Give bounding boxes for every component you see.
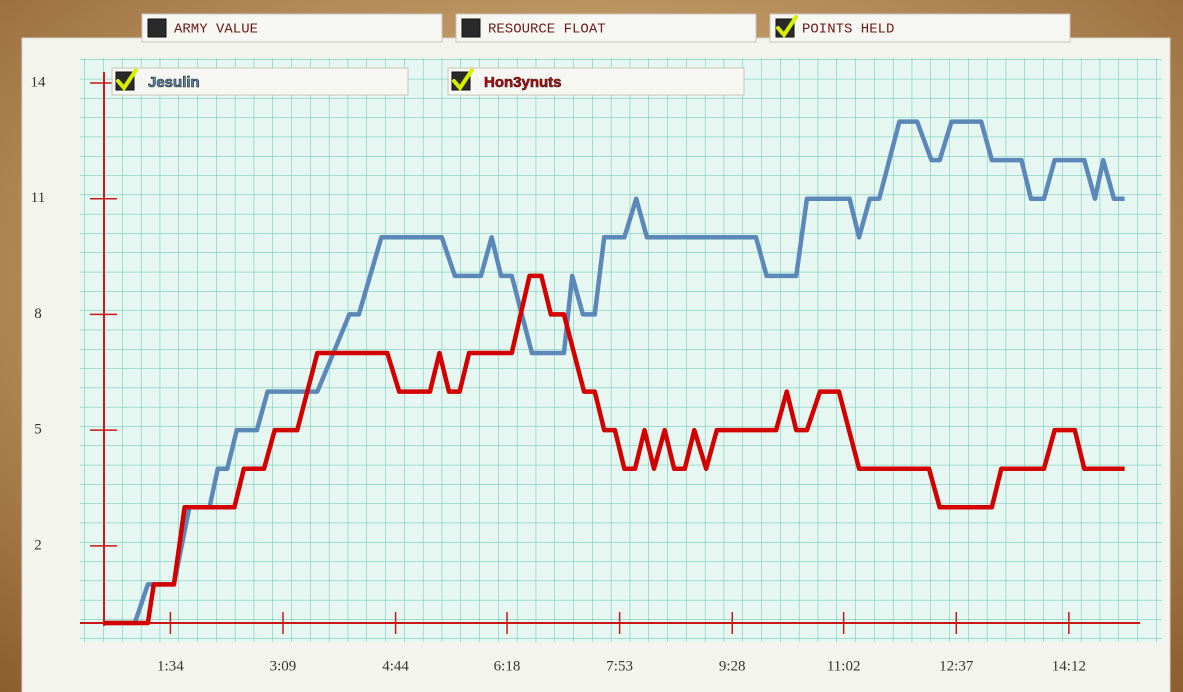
x-tick-label: 4:44: [382, 658, 409, 674]
x-tick-label: 1:34: [157, 658, 184, 674]
legend-entry[interactable]: [447, 67, 745, 96]
y-tick-label: 2: [34, 537, 42, 553]
checkbox[interactable]: [147, 18, 167, 38]
x-tick-label: 3:09: [270, 658, 297, 674]
plot: 14 11 8 5 2 1:34 3:09 4:44 6:18 7:53 9:28 11:02 12:3…: [31, 72, 1140, 674]
check-mark: [776, 15, 798, 39]
legend-entry[interactable]: [111, 67, 409, 96]
tab-label[interactable]: ARMY VALUE: [174, 22, 258, 38]
y-tick-label: 14: [31, 74, 47, 90]
legend: Jesulin Hon3ynuts: [111, 67, 745, 96]
tab[interactable]: [769, 13, 1071, 43]
tab[interactable]: [455, 13, 757, 43]
legend-label[interactable]: Jesulin: [148, 74, 200, 92]
check-mark: [116, 68, 138, 92]
series-line: [104, 119, 1125, 626]
x-tick-label: 6:18: [494, 658, 521, 674]
grid: [80, 58, 1162, 642]
y-tick-label: 11: [31, 190, 45, 206]
series-line: [104, 273, 1125, 626]
tab-label[interactable]: RESOURCE FLOAT: [488, 22, 606, 38]
x-tick-label: 14:12: [1052, 658, 1086, 674]
y-tick-label: 8: [34, 306, 42, 322]
tab-bar: ARMY VALUE RESOURCE FLOAT POINTS HELD: [141, 13, 1071, 43]
tab-label[interactable]: POINTS HELD: [802, 22, 894, 38]
legend-label[interactable]: Hon3ynuts: [484, 74, 562, 92]
y-tick-label: 5: [34, 422, 42, 438]
check-mark: [452, 68, 474, 92]
tab[interactable]: [141, 13, 443, 43]
checkbox[interactable]: [461, 18, 481, 38]
x-tick-label: 9:28: [719, 658, 746, 674]
x-tick-label: 11:02: [827, 658, 861, 674]
x-tick-label: 12:37: [939, 658, 974, 674]
x-tick-label: 7:53: [606, 658, 633, 674]
